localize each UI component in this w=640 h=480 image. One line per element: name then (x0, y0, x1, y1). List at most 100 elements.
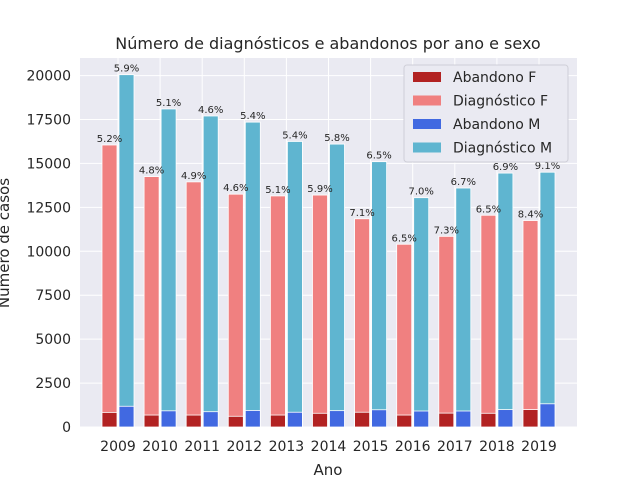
x-tick-label: 2019 (521, 439, 557, 455)
pct-label-M-2011: 4.6% (198, 105, 223, 116)
bar-diagn-stico-m-2009 (118, 74, 135, 428)
legend-box (403, 64, 569, 163)
pct-label-F-2017: 7.3% (434, 225, 459, 236)
chart-title: Número de diagnósticos e abandonos por a… (115, 34, 540, 53)
pct-label-F-2015: 7.1% (349, 208, 374, 219)
bar-diagn-stico-m-2010 (160, 108, 177, 428)
bar-abandono-f-2016 (396, 414, 413, 428)
bar-abandono-f-2009 (101, 412, 118, 428)
bar-abandono-m-2011 (202, 411, 219, 428)
pct-label-M-2012: 5.4% (240, 111, 265, 122)
bar-abandono-m-2019 (539, 403, 556, 428)
pct-label-M-2013: 5.4% (282, 130, 307, 141)
bar-diagn-stico-f-2010 (143, 176, 160, 428)
x-tick-label: 2011 (184, 439, 220, 455)
bar-abandono-m-2013 (286, 411, 303, 428)
bar-diagn-stico-f-2017 (438, 235, 455, 428)
pct-label-F-2018: 6.5% (476, 204, 501, 215)
x-tick-labels: 2009 2010 2011 2012 2013 2014 2015 2016 2017 2018… (100, 439, 557, 455)
pct-label-F-2012: 4.6% (223, 183, 248, 194)
bar-diagn-stico-f-2019 (522, 220, 539, 428)
y-tick-label: 0 (62, 420, 71, 436)
x-axis-title: Ano (314, 461, 343, 479)
bar-abandono-f-2017 (438, 412, 455, 428)
legend-swatch (413, 142, 441, 153)
x-tick-label: 2012 (226, 439, 262, 455)
legend-entry: Diagnóstico M (453, 141, 552, 157)
bar-abandono-m-2018 (497, 409, 514, 428)
bar-abandono-f-2019 (522, 409, 539, 428)
y-tick-label: 12500 (26, 200, 71, 216)
bar-diagn-stico-m-2015 (371, 161, 388, 428)
y-tick-label: 7500 (35, 288, 71, 304)
bar-abandono-f-2015 (354, 411, 371, 428)
y-tick-label: 20000 (26, 69, 71, 85)
bar-diagn-stico-f-2011 (185, 181, 202, 428)
pct-label-M-2017: 6.7% (451, 177, 476, 188)
bar-abandono-f-2012 (227, 415, 244, 428)
y-axis-title: Número de casos (0, 178, 13, 308)
bar-diagn-stico-m-2012 (244, 121, 261, 428)
legend-entry: Diagnóstico F (453, 94, 548, 110)
bar-abandono-f-2014 (312, 412, 328, 428)
bar-diagn-stico-m-2016 (413, 197, 430, 428)
legend: Abandono F Diagnóstico F Abandono M Diagnós… (403, 64, 569, 163)
pct-label-F-2019: 8.4% (518, 210, 543, 221)
pct-label-F-2013: 5.1% (265, 185, 290, 196)
x-tick-label: 2014 (311, 439, 347, 455)
bar-abandono-m-2010 (160, 410, 177, 428)
pct-label-M-2015: 6.5% (366, 151, 391, 162)
y-tick-label: 17500 (26, 113, 71, 129)
bar-abandono-m-2012 (244, 410, 261, 428)
legend-entry: Abandono F (453, 70, 536, 86)
bar-abandono-m-2014 (329, 410, 345, 428)
y-tick-label: 10000 (26, 244, 71, 260)
bar-abandono-m-2015 (371, 409, 388, 428)
bar-diagn-stico-m-2017 (455, 187, 472, 428)
bar-abandono-m-2009 (118, 405, 135, 428)
pct-label-F-2014: 5.9% (307, 184, 332, 195)
x-tick-label: 2017 (437, 439, 473, 455)
x-tick-label: 2010 (142, 439, 178, 455)
bar-diagn-stico-f-2014 (312, 194, 328, 428)
bar-diagn-stico-f-2016 (396, 243, 413, 428)
x-tick-label: 2016 (395, 439, 431, 455)
y-tick-labels: 0 2500 5000 7500 10000 12500 15000 17500 20000 (26, 69, 71, 436)
legend-swatch (413, 72, 441, 82)
x-tick-label: 2015 (353, 439, 389, 455)
pct-label-M-2014: 5.8% (324, 133, 349, 144)
bar-diagn-stico-m-2011 (202, 115, 219, 428)
bar-abandono-f-2010 (143, 414, 160, 428)
bar-abandono-f-2018 (480, 412, 497, 428)
pct-label-M-2010: 5.1% (156, 98, 181, 109)
x-tick-label: 2018 (479, 439, 515, 455)
bar-abandono-m-2016 (413, 410, 430, 428)
legend-swatch (413, 119, 441, 129)
legend-swatch (413, 95, 441, 106)
pct-label-M-2016: 7.0% (408, 187, 433, 198)
pct-label-F-2016: 6.5% (391, 233, 416, 244)
bar-abandono-f-2013 (269, 414, 286, 428)
percentage-labels: 5.2% 4.8% 4.9% 4.6% 5.1% 5.9% 7.1% 6.5% 7.3% 6.5%… (97, 64, 560, 245)
bar-abandono-m-2017 (455, 410, 472, 428)
bar-diagn-stico-f-2018 (480, 214, 497, 428)
pct-label-M-2018: 6.9% (493, 162, 518, 173)
bar-diagn-stico-f-2015 (354, 218, 371, 428)
bar-diagn-stico-f-2009 (101, 144, 118, 428)
y-tick-label: 2500 (35, 376, 71, 392)
bars (101, 74, 556, 428)
bar-abandono-f-2011 (185, 414, 202, 428)
x-tick-label: 2009 (100, 439, 136, 455)
pct-label-M-2019: 9.1% (535, 161, 560, 172)
y-tick-label: 5000 (35, 332, 71, 348)
y-tick-label: 15000 (26, 156, 71, 172)
pct-label-M-2009: 5.9% (114, 64, 139, 75)
pct-label-F-2009: 5.2% (97, 134, 122, 145)
x-tick-label: 2013 (269, 439, 305, 455)
bar-diagn-stico-f-2013 (269, 195, 286, 428)
bar-diagn-stico-f-2012 (227, 193, 244, 428)
legend-entry: Abandono M (453, 117, 540, 133)
pct-label-F-2010: 4.8% (139, 166, 164, 177)
pct-label-F-2011: 4.9% (181, 171, 206, 182)
